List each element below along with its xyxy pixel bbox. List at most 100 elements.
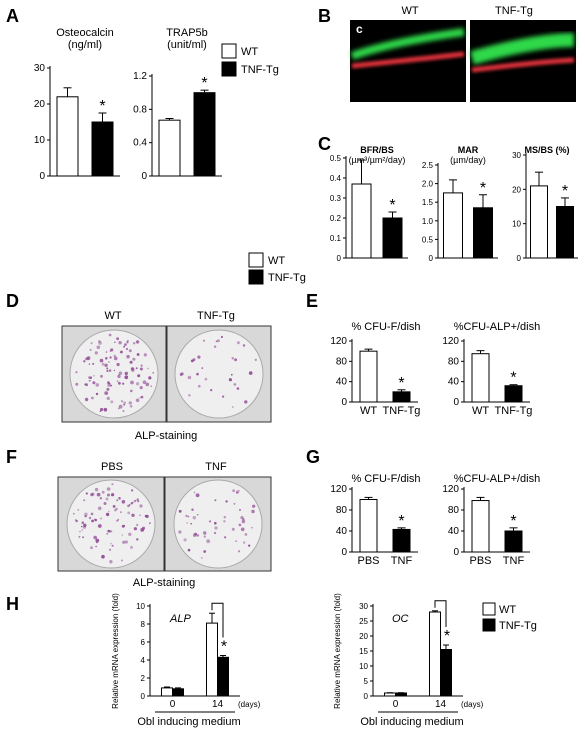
y-tick-label: 0 xyxy=(337,254,342,263)
colony-dot xyxy=(85,383,88,387)
chart-title: MS/BS (%) xyxy=(525,145,570,155)
colony-dot xyxy=(120,511,122,513)
colony-dot xyxy=(223,520,226,523)
y-tick-label: 0 xyxy=(341,547,347,558)
colony-dot xyxy=(190,522,192,525)
y-tick-label: 1.5 xyxy=(422,198,434,207)
colony-dot xyxy=(78,535,81,538)
colony-dot xyxy=(215,340,218,343)
x-tick-label: TNF-Tg xyxy=(495,405,533,417)
colony-dot xyxy=(136,523,139,527)
colony-dot xyxy=(91,519,94,523)
colony-dot xyxy=(126,354,130,359)
bar-tnf-tg xyxy=(382,217,403,259)
colony-dot xyxy=(244,400,248,404)
x-tick-label: 14 xyxy=(212,699,224,710)
x-tick-label: 14 xyxy=(435,699,447,710)
colony-dot xyxy=(137,500,140,503)
bar-tnf-tg-0 xyxy=(395,692,407,697)
bar-wt xyxy=(351,183,372,259)
panel-label-f: F xyxy=(6,447,17,467)
colony-dot xyxy=(139,397,141,399)
y-tick-label: 1.0 xyxy=(422,217,434,226)
bar-tnf xyxy=(504,530,523,553)
bar-tnf-tg-14 xyxy=(217,656,229,697)
colony-dot xyxy=(84,397,89,402)
colony-dot xyxy=(137,374,141,378)
panel-label-h: H xyxy=(6,594,19,614)
colony-dot xyxy=(234,358,238,362)
colony-dot xyxy=(197,355,201,359)
chart-title: OC xyxy=(392,613,409,625)
colony-dot xyxy=(113,356,118,361)
colony-dot xyxy=(90,342,93,345)
bar-wt-0 xyxy=(161,687,173,697)
chart-unit: (µm³/µm²/day) xyxy=(349,155,406,165)
colony-dot xyxy=(213,345,217,348)
colony-dot xyxy=(241,519,246,524)
x-tick-label: PBS xyxy=(357,555,379,567)
colony-dot xyxy=(93,518,96,520)
colony-dot xyxy=(107,493,110,497)
colony-dot xyxy=(117,374,121,379)
colony-dot xyxy=(232,489,236,493)
colony-dot xyxy=(145,382,150,387)
colony-dot xyxy=(109,383,111,385)
colony-dot xyxy=(121,500,126,504)
colony-dot xyxy=(140,364,143,367)
plate-f-label-tnf: TNF xyxy=(205,461,227,473)
colony-dot xyxy=(152,372,154,374)
colony-dot xyxy=(89,348,92,352)
legend-h: WT TNF-Tg xyxy=(482,602,537,632)
colony-dot xyxy=(116,337,119,341)
y-tick-label: 4 xyxy=(141,656,146,665)
y-tick-label: 10 xyxy=(136,602,145,611)
bar-chart-c-2: 0 0.1 0.2 0.3 0.4 0.5 BFR/BS(µm³/µm²/day) * xyxy=(330,145,408,263)
colony-dot xyxy=(91,396,94,400)
colony-dot xyxy=(224,536,227,539)
colony-dot xyxy=(214,499,217,502)
colony-dot xyxy=(100,407,104,412)
colony-dot xyxy=(81,525,83,528)
colony-dot xyxy=(84,515,87,518)
colony-dot xyxy=(118,497,121,500)
colony-dot xyxy=(129,405,133,408)
bar-pbs xyxy=(359,499,378,553)
colony-dot xyxy=(126,341,129,344)
y-tick-label: 0 xyxy=(39,171,45,182)
y-tick-label: 10 xyxy=(512,220,521,229)
colony-dot xyxy=(148,376,152,380)
colony-dot xyxy=(90,512,94,516)
colony-dot xyxy=(206,539,211,544)
colony-dot xyxy=(210,389,213,392)
dish-d-tnf xyxy=(174,329,264,419)
plate-d-label-tnf: TNF-Tg xyxy=(197,310,235,322)
bar-tnf-tg xyxy=(556,206,574,259)
chart-title: BFR/BS xyxy=(360,145,394,155)
y-tick-label: 8 xyxy=(141,620,146,629)
colony-dot xyxy=(204,377,208,381)
colony-dot xyxy=(203,535,206,538)
chart-unit: (unit/ml) xyxy=(167,39,207,51)
y-tick-label: 0.5 xyxy=(422,235,434,244)
y-tick-label: 30 xyxy=(34,63,46,74)
colony-dot xyxy=(132,357,136,361)
colony-dot xyxy=(202,339,206,342)
colony-dot xyxy=(135,367,138,370)
colony-dot xyxy=(150,385,153,388)
colony-dot xyxy=(108,333,112,337)
y-tick-label: 5 xyxy=(364,677,369,686)
chart-title: Osteocalcin xyxy=(56,27,113,39)
colony-dot xyxy=(228,378,232,382)
colony-dot xyxy=(200,557,203,559)
significance-star: * xyxy=(99,98,105,115)
colony-dot xyxy=(236,387,240,390)
y-tick-label: 15 xyxy=(359,647,368,656)
colony-dot xyxy=(105,357,108,360)
colony-dot xyxy=(109,548,112,551)
colonies-d-tnf xyxy=(179,335,257,408)
colony-dot xyxy=(190,359,194,363)
chart-title: % CFU-F/dish xyxy=(351,321,420,333)
colony-dot xyxy=(231,527,235,531)
